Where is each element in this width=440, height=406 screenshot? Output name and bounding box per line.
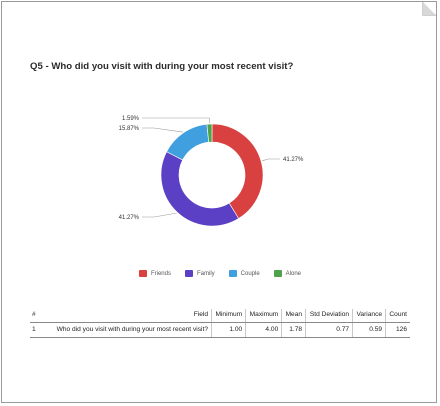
legend-swatch bbox=[228, 270, 237, 277]
legend-item-alone: Alone bbox=[273, 270, 302, 277]
header-mean: Mean bbox=[281, 309, 306, 324]
slice-friends bbox=[211, 123, 264, 219]
cell-maximum: 4.00 bbox=[245, 322, 282, 339]
leader-line-couple bbox=[142, 127, 183, 133]
cell-mean: 1.78 bbox=[281, 322, 306, 339]
legend-item-friends: Friends bbox=[138, 270, 171, 277]
data-label-family: 41.27% bbox=[119, 215, 140, 221]
header-count: Count bbox=[385, 309, 410, 324]
statistics-table: # Field Minimum Maximum Mean Std Deviati… bbox=[30, 309, 410, 339]
header-std-deviation: Std Deviation bbox=[305, 309, 353, 324]
chart-legend: Friends Family Couple Alone bbox=[0, 270, 440, 277]
cell-variance: 0.59 bbox=[352, 322, 386, 339]
slice-alone bbox=[206, 123, 213, 143]
table-header-row: # Field Minimum Maximum Mean Std Deviati… bbox=[30, 309, 410, 324]
legend-swatch bbox=[184, 270, 193, 277]
legend-swatch bbox=[138, 270, 147, 277]
leader-line-family bbox=[142, 212, 177, 218]
header-field: Field bbox=[53, 309, 212, 324]
slice-family bbox=[160, 151, 240, 227]
header-number: # bbox=[30, 309, 53, 324]
data-label-couple: 15.87% bbox=[119, 126, 140, 132]
header-minimum: Minimum bbox=[210, 309, 246, 324]
legend-label: Friends bbox=[150, 270, 171, 277]
cell-number: 1 bbox=[30, 322, 53, 339]
question-title: Q5 - Who did you visit with during your … bbox=[30, 61, 294, 72]
legend-label: Family bbox=[196, 270, 215, 277]
table-row: 1 Who did you visit with during your mos… bbox=[30, 322, 410, 339]
page-fold-corner bbox=[422, 2, 436, 16]
cell-minimum: 1.00 bbox=[210, 322, 246, 339]
legend-label: Alone bbox=[285, 270, 302, 277]
slice-couple bbox=[166, 123, 210, 161]
header-maximum: Maximum bbox=[245, 309, 282, 324]
leader-line-friends bbox=[261, 158, 280, 162]
header-variance: Variance bbox=[352, 309, 386, 324]
legend-label: Couple bbox=[240, 270, 260, 277]
data-label-alone: 1.59% bbox=[122, 116, 140, 122]
legend-item-couple: Couple bbox=[228, 270, 260, 277]
legend-swatch bbox=[273, 270, 282, 277]
legend-item-family: Family bbox=[184, 270, 215, 277]
cell-count: 126 bbox=[385, 322, 410, 339]
cell-field: Who did you visit with during your most … bbox=[53, 322, 212, 339]
cell-std-deviation: 0.77 bbox=[305, 322, 353, 339]
leader-line-alone bbox=[142, 117, 210, 124]
data-label-friends: 41.27% bbox=[283, 157, 304, 163]
